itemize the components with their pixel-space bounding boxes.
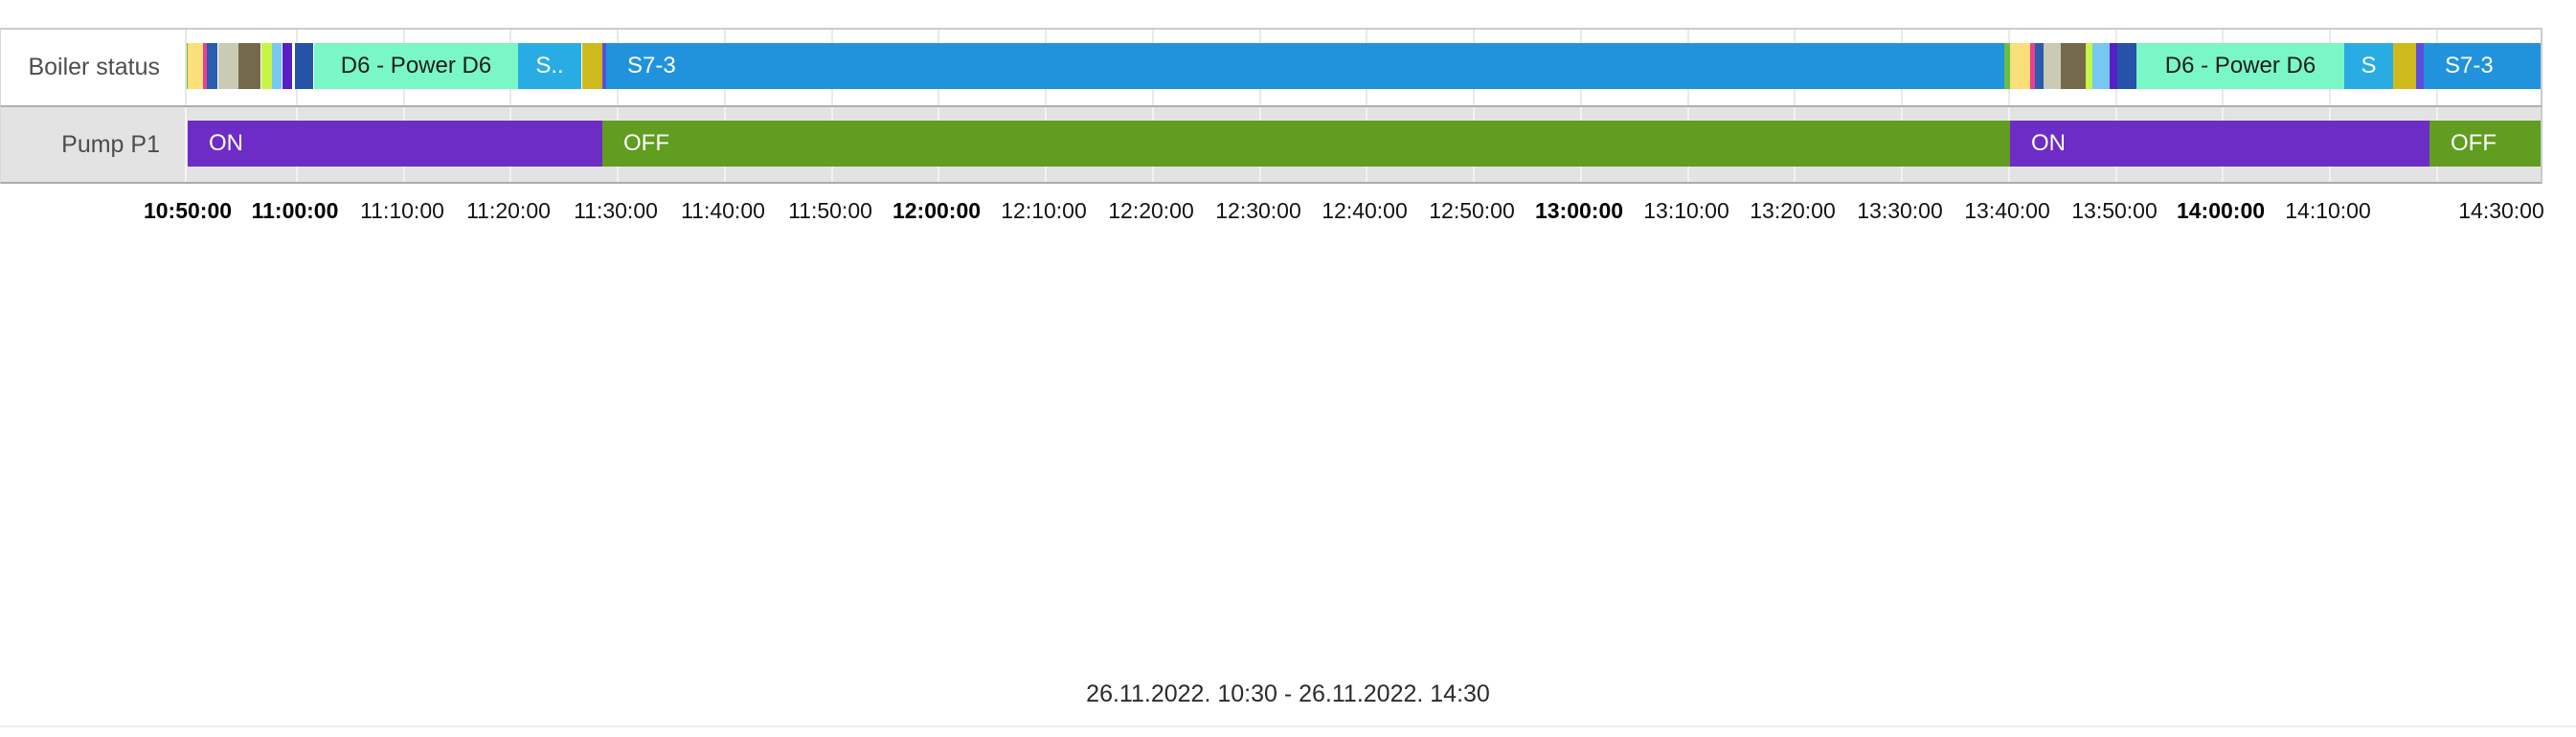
- axis-tick-label: 12:30:00: [1215, 198, 1301, 223]
- timeline-segment-sky_blue[interactable]: [272, 43, 282, 89]
- segment-label: D6 - Power D6: [2164, 53, 2316, 78]
- segment-label: S7-3: [2445, 53, 2494, 78]
- axis-tick-label: 12:20:00: [1108, 198, 1194, 223]
- timeline-segment-indigo[interactable]: [602, 43, 606, 89]
- timeline-segment-green[interactable]: [187, 43, 188, 89]
- axis-tick-label: 12:00:00: [892, 198, 982, 223]
- timeline-segment-s7-3[interactable]: S7-3: [2424, 43, 2541, 89]
- timeline-segment-royal_blue[interactable]: [207, 43, 217, 89]
- timeline-segment-pink[interactable]: [2030, 43, 2035, 89]
- time-axis: 10:50:00 11:00:00 11:10:00 11:20:00 11:30:00…: [0, 198, 2576, 231]
- row-pump-p1: ON OFF ON OFF Pump P1: [0, 105, 2542, 184]
- timeline-segment-d6-power-d6[interactable]: D6 - Power D6: [314, 43, 518, 89]
- timeline-segment-on[interactable]: ON: [2010, 121, 2429, 167]
- timeline-segment-beige[interactable]: [218, 43, 238, 89]
- timeline-segment-yellow_green[interactable]: [261, 43, 272, 89]
- axis-tick-label: 13:50:00: [2071, 198, 2158, 223]
- axis-tick-label: 10:50:00: [143, 198, 233, 223]
- time-range-label: 26.11.2022. 10:30 - 26.11.2022. 14:30: [1086, 681, 1490, 707]
- timeline-segment-dark_blue[interactable]: [295, 43, 313, 89]
- segment-label: S..: [535, 53, 564, 78]
- axis-tick-label: 13:20:00: [1750, 198, 1836, 223]
- timeline-segment-s[interactable]: S: [2344, 43, 2393, 89]
- row-boiler-status: D6 - Power D6 S.. S7-3 D6 - Power D6 S S7-3 Bo…: [0, 28, 2542, 105]
- timeline-segment-light_yellow[interactable]: [188, 43, 203, 89]
- timeline-segment-olive[interactable]: [238, 43, 260, 89]
- segment-label: ON: [2031, 130, 2066, 156]
- axis-tick-label: 12:40:00: [1322, 198, 1408, 223]
- timeline-segment-dark_blue[interactable]: [2117, 43, 2136, 89]
- timeline-segment-pink[interactable]: [203, 43, 207, 89]
- axis-tick-label: 13:00:00: [1534, 198, 1624, 223]
- timeline-segment-violet[interactable]: [2110, 43, 2117, 89]
- row-plot-area: D6 - Power D6 S.. S7-3 D6 - Power D6 S S7-3: [187, 30, 2541, 105]
- timeline-segment-off[interactable]: OFF: [602, 121, 2010, 167]
- timeline-segment-off[interactable]: OFF: [2429, 121, 2541, 167]
- timeline-segment-sky_blue[interactable]: [2092, 43, 2110, 89]
- segment-label: ON: [209, 130, 243, 156]
- timeline-segment-s-[interactable]: S..: [518, 43, 581, 89]
- timeline-segment-d6-power-d6[interactable]: D6 - Power D6: [2136, 43, 2344, 89]
- segment-label: S: [2361, 53, 2377, 78]
- row-label-boiler-status: Boiler status: [1, 30, 187, 105]
- timeline-segment-olive[interactable]: [2061, 43, 2086, 89]
- axis-tick-label: 13:30:00: [1857, 198, 1943, 223]
- timeline-segment-violet[interactable]: [282, 43, 292, 89]
- bottom-divider: [0, 726, 2576, 727]
- axis-tick-label: 11:00:00: [251, 198, 339, 223]
- axis-tick-label: 11:20:00: [466, 198, 551, 223]
- axis-tick-label: 13:40:00: [1964, 198, 2050, 223]
- axis-tick-label: 13:10:00: [1643, 198, 1729, 223]
- segment-label: D6 - Power D6: [340, 53, 492, 78]
- axis-tick-label: 11:50:00: [788, 198, 872, 223]
- timeline-segment-beige[interactable]: [2044, 43, 2061, 89]
- axis-tick-label: 12:10:00: [1001, 198, 1087, 223]
- timeline-segment-yellow_green[interactable]: [2086, 43, 2092, 89]
- timeline-segment-gold[interactable]: [582, 43, 602, 89]
- axis-tick-label: 11:10:00: [360, 198, 444, 223]
- axis-tick-label: 14:30:00: [2458, 198, 2544, 223]
- segment-label: OFF: [623, 130, 669, 156]
- row-plot-area: ON OFF ON OFF: [187, 107, 2541, 182]
- segment-label: S7-3: [627, 53, 676, 78]
- timeline-segment-gold[interactable]: [2393, 43, 2416, 89]
- axis-tick-label: 14:00:00: [2176, 198, 2266, 223]
- axis-tick-label: 12:50:00: [1429, 198, 1515, 223]
- timeline-segment-light_yellow[interactable]: [2010, 43, 2030, 89]
- axis-tick-label: 11:40:00: [681, 198, 765, 223]
- axis-tick-label: 14:10:00: [2285, 198, 2371, 223]
- timeline-segment-indigo[interactable]: [2416, 43, 2424, 89]
- axis-tick-label: 11:30:00: [574, 198, 658, 223]
- segment-label: OFF: [2451, 130, 2497, 156]
- timeline-segment-s7-3[interactable]: S7-3: [606, 43, 2004, 89]
- timeline-segment-royal_blue[interactable]: [2035, 43, 2044, 89]
- timeline-segment-on[interactable]: ON: [188, 121, 602, 167]
- row-label-pump-p1: Pump P1: [1, 107, 187, 182]
- timeline-segment-green[interactable]: [2004, 43, 2010, 89]
